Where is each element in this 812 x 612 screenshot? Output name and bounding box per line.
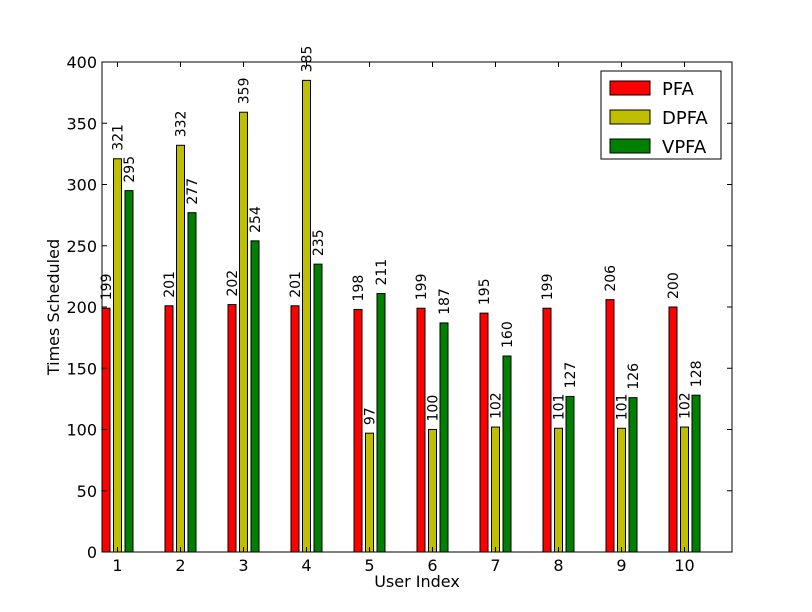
bar-pfa-user-7 bbox=[479, 312, 489, 553]
data-label-dpfa-user-7: 102 bbox=[489, 392, 505, 419]
data-label-pfa-user-2: 201 bbox=[162, 271, 178, 298]
data-label-pfa-user-1: 199 bbox=[99, 273, 115, 300]
bar-pfa-user-8 bbox=[542, 307, 552, 553]
data-label-dpfa-user-6: 100 bbox=[426, 395, 442, 422]
data-label-vpfa-user-5: 211 bbox=[374, 259, 390, 286]
bar-vpfa-user-1 bbox=[124, 190, 134, 553]
bar-vpfa-user-3 bbox=[250, 240, 260, 553]
y-tick-label-350: 350 bbox=[66, 114, 97, 133]
data-label-dpfa-user-10: 102 bbox=[678, 392, 694, 419]
bar-vpfa-user-6 bbox=[439, 322, 449, 553]
x-tick-label-4: 4 bbox=[301, 556, 311, 575]
bar-pfa-user-9 bbox=[605, 299, 615, 553]
data-label-pfa-user-4: 201 bbox=[288, 271, 304, 298]
legend-label-pfa: PFA bbox=[662, 79, 695, 100]
data-label-dpfa-user-1: 321 bbox=[111, 124, 127, 151]
y-tick-label-0: 0 bbox=[87, 543, 97, 562]
y-tick-label-150: 150 bbox=[66, 359, 97, 378]
y-tick-label-250: 250 bbox=[66, 237, 97, 256]
data-label-vpfa-user-2: 277 bbox=[185, 178, 201, 205]
x-tick-label-8: 8 bbox=[553, 556, 563, 575]
y-tick-label-50: 50 bbox=[77, 482, 97, 501]
bar-vpfa-user-7 bbox=[502, 355, 512, 553]
data-label-vpfa-user-4: 235 bbox=[311, 229, 327, 256]
bar-dpfa-user-10 bbox=[680, 426, 689, 553]
bar-vpfa-user-4 bbox=[313, 263, 323, 553]
bar-dpfa-user-2 bbox=[176, 144, 185, 553]
legend-label-vpfa: VPFA bbox=[662, 137, 707, 158]
data-label-dpfa-user-2: 332 bbox=[174, 111, 190, 138]
bar-pfa-user-3 bbox=[227, 304, 237, 553]
bar-dpfa-user-8 bbox=[554, 427, 563, 553]
x-tick-label-7: 7 bbox=[490, 556, 500, 575]
x-tick-label-1: 1 bbox=[112, 556, 122, 575]
x-axis-title: User Index bbox=[374, 572, 460, 591]
bar-pfa-user-1 bbox=[101, 307, 111, 553]
data-label-vpfa-user-1: 295 bbox=[122, 156, 138, 183]
legend-swatch-vpfa bbox=[609, 138, 651, 154]
data-label-pfa-user-10: 200 bbox=[666, 272, 682, 299]
x-tick-label-10: 10 bbox=[674, 556, 694, 575]
data-label-pfa-user-5: 198 bbox=[351, 275, 367, 302]
data-label-vpfa-user-3: 254 bbox=[248, 206, 264, 233]
y-tick-label-200: 200 bbox=[66, 298, 97, 317]
bar-dpfa-user-7 bbox=[491, 426, 500, 553]
legend-swatch-pfa bbox=[609, 80, 651, 96]
y-tick-label-400: 400 bbox=[66, 53, 97, 72]
legend-label-dpfa: DPFA bbox=[662, 108, 708, 129]
bar-pfa-user-10 bbox=[668, 306, 678, 553]
data-label-vpfa-user-10: 128 bbox=[689, 360, 705, 387]
data-label-pfa-user-3: 202 bbox=[225, 270, 241, 297]
bar-pfa-user-6 bbox=[416, 307, 426, 553]
x-tick-label-9: 9 bbox=[616, 556, 626, 575]
x-tick-label-3: 3 bbox=[238, 556, 248, 575]
data-label-pfa-user-7: 195 bbox=[477, 278, 493, 305]
data-label-vpfa-user-8: 127 bbox=[563, 362, 579, 389]
bar-dpfa-user-5 bbox=[365, 432, 374, 553]
bar-pfa-user-5 bbox=[353, 308, 363, 553]
data-label-vpfa-user-7: 160 bbox=[500, 321, 516, 348]
data-label-dpfa-user-9: 101 bbox=[615, 394, 631, 421]
bar-dpfa-user-9 bbox=[617, 427, 626, 553]
legend: PFA DPFA VPFA bbox=[600, 70, 722, 160]
bar-dpfa-user-6 bbox=[428, 429, 437, 553]
plot-frame bbox=[101, 61, 733, 553]
data-label-vpfa-user-6: 187 bbox=[437, 288, 453, 315]
data-label-pfa-user-6: 199 bbox=[414, 273, 430, 300]
data-label-dpfa-user-8: 101 bbox=[552, 394, 568, 421]
data-label-dpfa-user-3: 359 bbox=[237, 77, 253, 104]
x-tick-label-2: 2 bbox=[175, 556, 185, 575]
bar-dpfa-user-4 bbox=[302, 79, 311, 553]
y-axis-title: Times Scheduled bbox=[44, 239, 63, 376]
data-label-pfa-user-8: 199 bbox=[540, 273, 556, 300]
y-tick-label-300: 300 bbox=[66, 176, 97, 195]
bar-pfa-user-2 bbox=[164, 305, 174, 553]
data-labels-layer: 199 321 295 201 332 277 202 359 254 201 385 235 198 9… bbox=[99, 46, 705, 426]
data-label-vpfa-user-9: 126 bbox=[626, 363, 642, 390]
data-label-pfa-user-9: 206 bbox=[603, 265, 619, 292]
y-tick-label-100: 100 bbox=[66, 421, 97, 440]
x-tick-label-5: 5 bbox=[364, 556, 374, 575]
bar-dpfa-user-3 bbox=[239, 111, 248, 553]
data-label-dpfa-user-5: 97 bbox=[363, 407, 379, 425]
x-tick-label-6: 6 bbox=[427, 556, 437, 575]
bar-vpfa-user-2 bbox=[187, 212, 197, 553]
bar-dpfa-user-1 bbox=[113, 158, 122, 553]
bar-pfa-user-4 bbox=[290, 305, 300, 553]
legend-swatch-dpfa bbox=[609, 109, 651, 125]
data-label-dpfa-user-4: 385 bbox=[300, 46, 316, 73]
